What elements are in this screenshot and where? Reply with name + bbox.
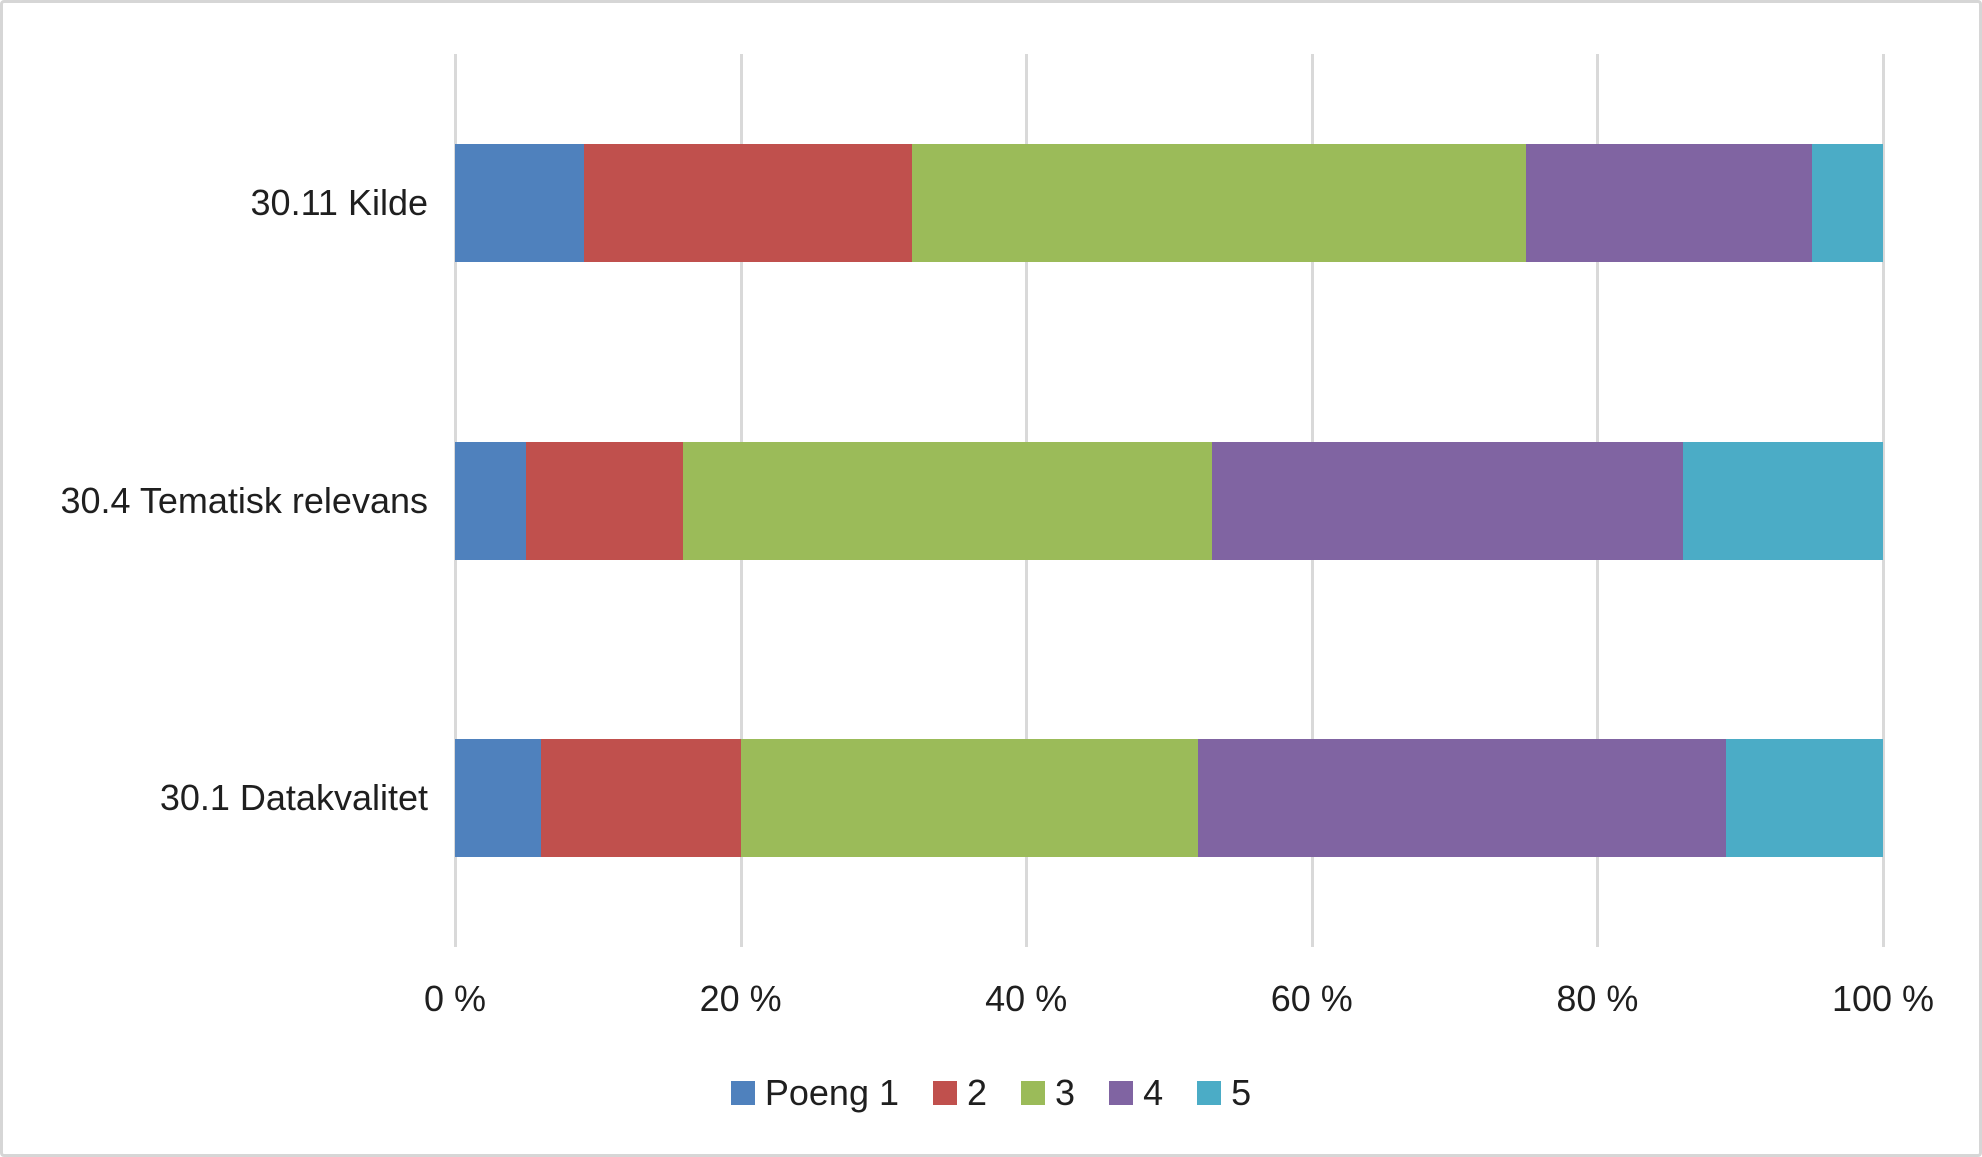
category-label: 30.4 Tematisk relevans bbox=[60, 479, 428, 521]
x-tick-label: 60 % bbox=[1270, 978, 1353, 1019]
bar-segment-3 bbox=[911, 143, 1526, 262]
bar-segment-5 bbox=[1811, 143, 1883, 262]
x-tick-label: 20 % bbox=[699, 978, 782, 1019]
x-tick-label: 40 % bbox=[985, 978, 1068, 1019]
bar-segment-poeng-1 bbox=[455, 441, 527, 560]
legend-swatch-icon bbox=[1021, 1081, 1046, 1105]
legend-item: Poeng 1 bbox=[730, 1071, 899, 1115]
legend-item: 3 bbox=[1021, 1071, 1075, 1115]
x-tick-label: 80 % bbox=[1556, 978, 1639, 1019]
x-tick-label: 0 % bbox=[423, 978, 487, 1019]
legend-swatch-icon bbox=[1197, 1081, 1222, 1105]
legend-swatch-icon bbox=[1109, 1081, 1134, 1105]
legend-label: 4 bbox=[1143, 1072, 1164, 1113]
bar-segment-2 bbox=[583, 143, 912, 262]
plot-area bbox=[454, 54, 1885, 947]
bar-segment-poeng-1 bbox=[455, 143, 584, 262]
bar-row bbox=[455, 739, 1883, 858]
bar-row bbox=[455, 143, 1883, 262]
bar-segment-4 bbox=[1211, 441, 1684, 560]
bar-segment-2 bbox=[526, 441, 684, 560]
legend-item: 5 bbox=[1197, 1071, 1251, 1115]
bar-row bbox=[455, 441, 1883, 560]
legend-swatch-icon bbox=[933, 1081, 957, 1105]
legend: Poeng 1 2 3 4 5 bbox=[3, 1071, 1979, 1115]
bar-segment-poeng-1 bbox=[455, 739, 541, 858]
bar-segment-5 bbox=[1725, 739, 1883, 858]
legend-item: 4 bbox=[1109, 1071, 1163, 1115]
legend-label: 5 bbox=[1231, 1072, 1252, 1113]
x-axis: 0 % 20 % 40 % 60 % 80 % 100 % bbox=[424, 975, 1934, 1023]
legend-label: Poeng 1 bbox=[764, 1072, 899, 1113]
legend-swatch-icon bbox=[730, 1081, 755, 1105]
category-axis: 30.11 Kilde 30.4 Tematisk relevans 30.1 Da… bbox=[3, 54, 428, 947]
bar-segment-4 bbox=[1525, 143, 1812, 262]
category-label: 30.11 Kilde bbox=[250, 181, 428, 223]
gridline bbox=[1882, 54, 1885, 947]
bar-segment-3 bbox=[740, 739, 1198, 858]
x-tick-label: 100 % bbox=[1831, 978, 1935, 1019]
bar-segment-3 bbox=[683, 441, 1212, 560]
bar-segment-2 bbox=[540, 739, 741, 858]
category-label: 30.1 Datakvalitet bbox=[159, 777, 428, 819]
bar-segment-5 bbox=[1683, 441, 1883, 560]
legend-item: 2 bbox=[933, 1071, 987, 1115]
legend-label: 2 bbox=[967, 1072, 988, 1113]
legend-label: 3 bbox=[1055, 1072, 1076, 1113]
bar-segment-4 bbox=[1197, 739, 1726, 858]
